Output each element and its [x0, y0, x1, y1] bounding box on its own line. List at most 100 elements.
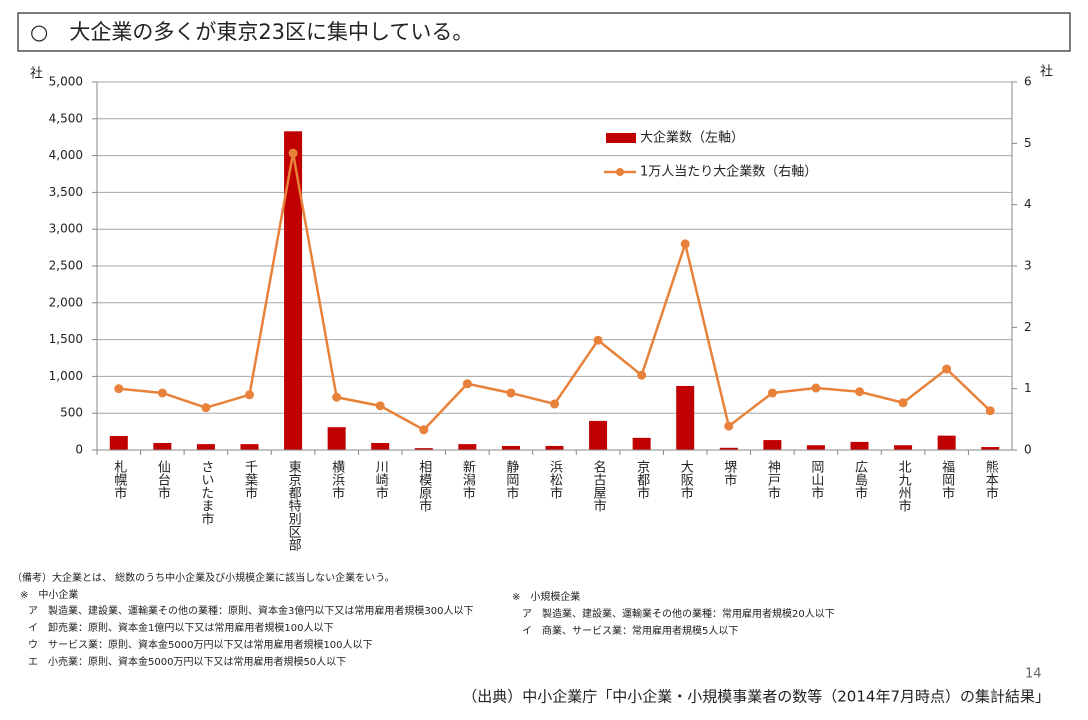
y-tick-label: 5,000 [49, 75, 83, 89]
note: イ 卸売業：原則、資本金1億円以下又は常用雇用者規模100人以下 [28, 621, 333, 634]
line-marker [811, 383, 821, 393]
line-marker [462, 379, 472, 389]
y-tick-label: 4,500 [49, 111, 83, 125]
bar [806, 445, 825, 450]
y2-tick-label: 4 [1024, 197, 1032, 211]
line-marker [157, 388, 167, 398]
source: （出典）中小企業庁「中小企業・小規模事業者の数等（2014年7月時点）の集計結果… [462, 688, 1050, 706]
legend-swatch [616, 168, 624, 176]
x-tick-label: 広島市 [852, 460, 868, 499]
y-tick-label: 2,500 [49, 259, 83, 273]
legend-swatch [606, 133, 636, 143]
note: ア 製造業、建設業、運輸業その他の業種：常用雇用者規模20人以下 [522, 607, 835, 620]
x-tick-label: 熊本市 [983, 459, 999, 499]
y-tick-label: 3,500 [49, 185, 83, 199]
line-marker [288, 148, 298, 158]
bar [414, 448, 433, 450]
bar [284, 131, 303, 450]
x-tick-label: さいたま市 [198, 460, 214, 525]
x-tick-label: 静岡市 [503, 460, 519, 499]
bar [937, 435, 956, 450]
y2-tick-label: 2 [1024, 320, 1032, 334]
legend-label: 大企業数（左軸） [640, 130, 744, 146]
x-tick-label: 札幌市 [111, 460, 127, 499]
bar [240, 444, 259, 450]
bar [894, 445, 913, 450]
x-tick-label: 堺市 [721, 460, 737, 486]
bar [458, 444, 477, 450]
bar [850, 441, 869, 450]
line-marker [985, 406, 995, 416]
line-marker [201, 403, 211, 413]
y2-tick-label: 1 [1024, 381, 1032, 395]
bar [719, 447, 738, 450]
line-marker [419, 425, 429, 435]
x-tick-label: 大阪市 [678, 460, 694, 499]
y2-tick-label: 5 [1024, 136, 1032, 150]
x-tick-label: 川崎市 [373, 460, 389, 499]
y-tick-label: 3,000 [49, 222, 83, 236]
x-tick-label: 福岡市 [939, 460, 955, 499]
note: ウ サービス業：原則、資本金5000万円以下又は常用雇用者規模100人以下 [28, 638, 373, 651]
page-number: 14 [1025, 667, 1042, 682]
y-tick-label: 1,000 [49, 369, 83, 383]
line-marker [898, 398, 908, 408]
x-tick-label: 岡山市 [808, 460, 824, 499]
line-marker [114, 384, 124, 394]
bar [109, 436, 128, 450]
line-marker [680, 239, 690, 249]
bar [327, 427, 346, 450]
note: イ 商業、サービス業：常用雇用者規模5人以下 [522, 624, 738, 637]
bar [632, 437, 651, 450]
bar [981, 447, 1000, 450]
x-tick-label: 相模原市 [416, 460, 432, 512]
line-marker [506, 388, 516, 398]
title-box [17, 12, 1071, 52]
x-tick-label: 仙台市 [155, 460, 171, 499]
x-tick-label: 北九州市 [896, 460, 912, 512]
x-tick-label: 浜松市 [547, 460, 563, 499]
y-tick-label: 1,500 [49, 332, 83, 346]
line-marker [593, 335, 603, 345]
line-marker [245, 390, 254, 400]
line-marker [767, 388, 777, 398]
bar [153, 443, 172, 450]
x-tick-label: 名古屋市 [591, 459, 607, 512]
line-marker [942, 364, 952, 374]
note: ※ 小規模企業 [512, 590, 580, 603]
x-tick-label: 千葉市 [242, 460, 258, 499]
y2-tick-label: 3 [1024, 259, 1032, 273]
note: ※ 中小企業 [20, 588, 78, 601]
y-tick-label: 500 [60, 406, 83, 420]
y2-tick-label: 6 [1024, 75, 1032, 89]
bar [676, 385, 695, 450]
note: エ 小売業：原則、資本金5000万円以下又は常用雇用者規模50人以下 [28, 655, 346, 668]
y-tick-label: 2,000 [49, 295, 83, 309]
y2-tick-label: 0 [1024, 443, 1032, 457]
note: ア 製造業、建設業、運輸業その他の業種：原則、資本金3億円以下又は常用雇用者規模… [28, 604, 473, 617]
x-tick-label: 神戸市 [765, 460, 781, 499]
y-tick-label: 4,000 [49, 148, 83, 162]
bar [501, 445, 520, 450]
note: （備考）大企業とは、 総数のうち中小企業及び小規模企業に該当しない企業をいう。 [12, 571, 395, 584]
x-tick-label: 京都市 [634, 460, 650, 499]
y-tick-label: 0 [75, 443, 83, 457]
legend-label: 1万人当たり大企業数（右軸） [640, 164, 817, 180]
bar [196, 444, 215, 450]
y2-unit: 社 [1040, 64, 1053, 80]
y-unit: 社 [30, 66, 43, 82]
line-marker [332, 392, 342, 402]
bar [545, 445, 564, 450]
line-marker [375, 401, 385, 411]
line-marker [724, 421, 734, 431]
line-marker [855, 387, 864, 397]
bar [589, 420, 608, 450]
bar [371, 443, 390, 450]
bar [763, 440, 782, 450]
x-tick-label: 横浜市 [329, 460, 345, 499]
line-marker [637, 370, 647, 380]
x-tick-label: 新潟市 [460, 459, 476, 499]
slide-title: ○ 大企業の多くが東京23区に集中している。 [30, 20, 473, 44]
line-marker [550, 399, 559, 409]
